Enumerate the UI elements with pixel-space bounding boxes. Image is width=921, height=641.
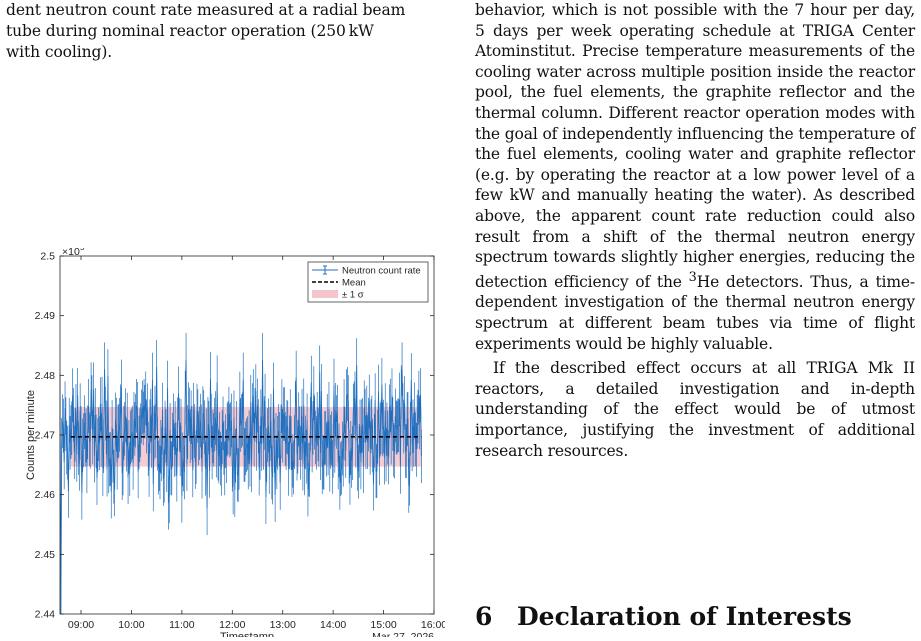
x-tick-label: 15:00 <box>370 619 396 631</box>
y-tick-label: 2.5 <box>40 251 55 263</box>
caption-line: with cooling). <box>6 43 113 61</box>
x-axis-label: Timestamp <box>220 631 274 637</box>
x-tick-label: 13:00 <box>270 619 296 631</box>
count-rate-line <box>59 359 422 615</box>
legend-label: ± 1 σ <box>342 290 364 301</box>
y-tick-label: 2.48 <box>35 370 56 382</box>
y-tick-label: 2.49 <box>35 310 56 322</box>
x-tick-label: 16:00 <box>421 619 445 631</box>
count-rate-figure: 2.44 2.45 2.46 2.47 2.48 2.49 2.5 09:00 10:00 11:… <box>20 243 447 641</box>
section-heading: 6 Declaration of Interests <box>475 601 915 633</box>
section-number: 6 <box>475 602 493 631</box>
caption-line: tube during nominal reactor operation (2… <box>6 22 374 40</box>
x-tick-label: 12:00 <box>219 619 245 631</box>
body-text: behavior, which is not possible with the… <box>475 0 915 461</box>
y-exponent-label: ×10 <box>62 248 80 258</box>
paragraph-1: behavior, which is not possible with the… <box>475 1 915 353</box>
x-tick-label: 10:00 <box>118 619 144 631</box>
y-exponent-power: 5 <box>80 248 85 252</box>
y-tick-label: 2.45 <box>35 549 56 561</box>
legend-label: Neutron count rate <box>342 266 421 277</box>
count-rate-chart: 2.44 2.45 2.46 2.47 2.48 2.49 2.5 09:00 10:00 11:… <box>25 243 447 641</box>
legend-label: Mean <box>342 278 366 289</box>
figure-caption: dent neutron count rate measured at a ra… <box>6 0 446 63</box>
x-tick-label: 14:00 <box>320 619 346 631</box>
date-label: Mar 27, 2026 <box>372 631 434 637</box>
caption-line: dent neutron count rate measured at a ra… <box>6 1 406 19</box>
x-tick-label: 11:00 <box>169 619 195 631</box>
section-title: Declaration of Interests <box>517 602 852 631</box>
legend-swatch-band <box>312 290 338 298</box>
superscript: 3 <box>688 269 697 285</box>
x-tick-label: 09:00 <box>68 619 94 631</box>
y-tick-label: 2.44 <box>35 609 56 621</box>
y-tick-label: 2.47 <box>35 430 56 442</box>
paragraph-2: If the described effect occurs at all TR… <box>475 359 915 460</box>
y-tick-label: 2.46 <box>35 489 56 501</box>
y-axis-label: Counts per minute <box>25 390 37 480</box>
